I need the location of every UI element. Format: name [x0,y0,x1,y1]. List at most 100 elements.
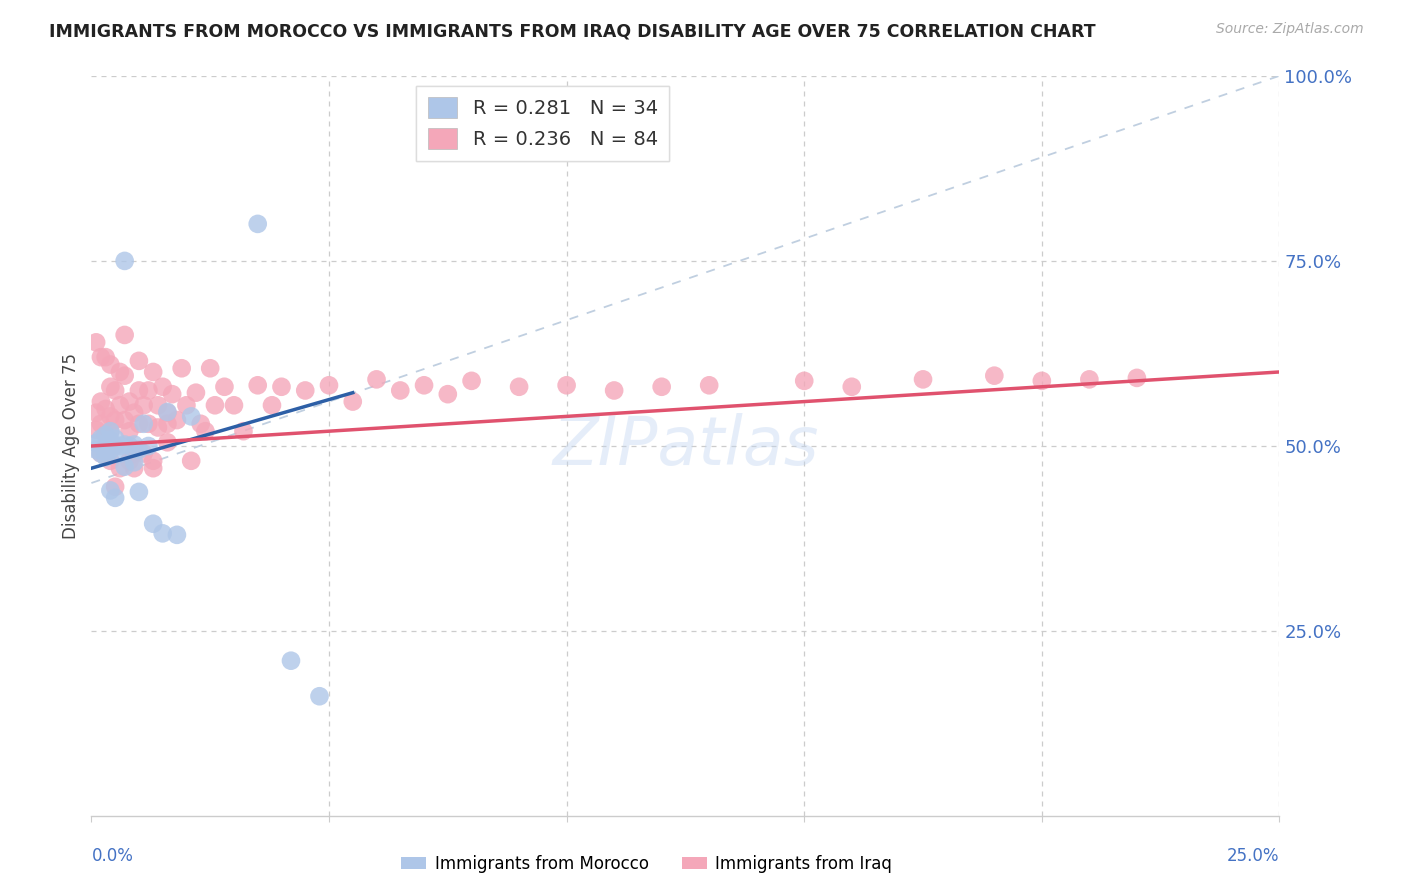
Point [90,446,112,460]
Point [911,372,934,386]
Point [166,528,188,542]
Point [104,432,127,446]
Point [176,398,198,412]
Point [146,420,169,434]
Point [118,424,141,438]
Point [114,437,136,451]
Point [460,374,482,388]
Text: IMMIGRANTS FROM MOROCCO VS IMMIGRANTS FROM IRAQ DISABILITY AGE OVER 75 CORRELATI: IMMIGRANTS FROM MOROCCO VS IMMIGRANTS FR… [49,22,1095,40]
Point [156,417,179,431]
Point [200,361,222,376]
Point [122,437,145,451]
Point [118,454,141,468]
Point [246,217,269,231]
Legend: Immigrants from Morocco, Immigrants from Iraq: Immigrants from Morocco, Immigrants from… [395,848,898,880]
Point [90,394,112,409]
Point [104,491,127,505]
Point [104,384,127,398]
Point [90,446,112,460]
Point [138,439,160,453]
Point [166,413,188,427]
Point [84,406,107,420]
Point [108,446,131,460]
Point [132,446,155,460]
Point [1078,372,1101,386]
Point [246,378,269,392]
Point [308,690,330,704]
Point [114,413,136,427]
Point [100,358,122,372]
Text: Source: ZipAtlas.com: Source: ZipAtlas.com [1216,22,1364,37]
Point [170,361,193,376]
Point [128,484,150,499]
Point [100,424,122,438]
Point [100,424,122,438]
Point [128,417,150,431]
Point [94,428,117,442]
Point [128,442,150,457]
Point [122,446,145,460]
Point [342,394,364,409]
Point [128,354,150,368]
Point [94,439,117,453]
Point [84,423,107,437]
Point [436,387,458,401]
Point [793,374,815,388]
Point [180,409,202,424]
Legend: R = 0.281   N = 34, R = 0.236   N = 84: R = 0.281 N = 34, R = 0.236 N = 84 [416,86,669,161]
Point [114,327,136,342]
Point [118,394,141,409]
Point [603,384,626,398]
Point [180,454,202,468]
Point [118,439,141,453]
Point [94,401,117,416]
Point [100,380,122,394]
Point [94,439,117,453]
Point [156,406,179,420]
Point [142,461,165,475]
Point [508,380,530,394]
Point [156,435,179,450]
Point [100,483,122,498]
Point [204,398,226,412]
Point [94,350,117,364]
Point [152,526,174,541]
Point [100,443,122,458]
Point [100,409,122,424]
Point [156,405,179,419]
Point [122,455,145,469]
Point [555,378,578,392]
Point [138,384,160,398]
Point [190,417,212,431]
Point [100,454,122,468]
Point [270,380,292,394]
Point [100,433,122,447]
Point [697,378,720,392]
Point [651,380,673,394]
Text: 25.0%: 25.0% [1227,847,1279,864]
Point [222,398,245,412]
Point [128,384,150,398]
Point [389,384,412,398]
Point [138,417,160,431]
Point [108,439,131,453]
Point [280,654,302,668]
Point [366,372,388,386]
Point [160,387,183,401]
Point [122,461,145,475]
Point [1031,374,1053,388]
Text: 0.0%: 0.0% [91,847,134,864]
Point [232,424,254,438]
Point [122,406,145,420]
Point [318,378,340,392]
Point [142,454,165,468]
Point [983,368,1005,383]
Point [114,368,136,383]
Point [84,442,107,457]
Text: ZIPatlas: ZIPatlas [553,413,818,479]
Point [413,378,436,392]
Point [184,385,207,400]
Point [94,445,117,459]
Point [108,461,131,475]
Point [194,424,217,438]
